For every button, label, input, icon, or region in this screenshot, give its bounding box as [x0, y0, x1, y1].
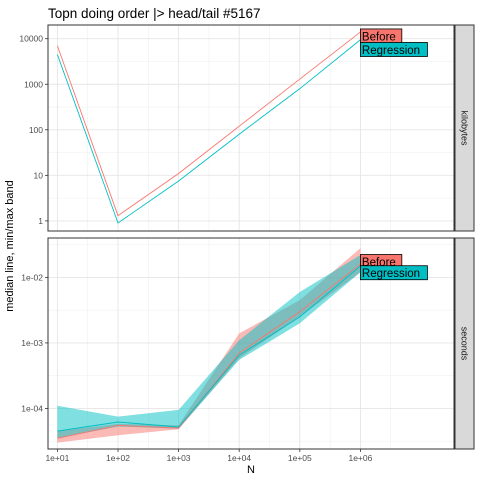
- y-tick-label: 1e-03: [21, 338, 43, 348]
- x-tick-label: 1e+01: [45, 453, 69, 463]
- strip-background: [454, 237, 475, 450]
- y-tick-label: 1e-02: [21, 272, 43, 282]
- y-tick-label: 10: [34, 170, 44, 180]
- x-tick-label: 1e+06: [348, 453, 372, 463]
- x-tick-label: 1e+02: [106, 453, 130, 463]
- y-tick-label: 1: [38, 216, 43, 226]
- y-tick-label: 100: [29, 125, 43, 135]
- median-line-regression: [56, 39, 361, 224]
- annotation-label-regression: Regression: [362, 268, 420, 280]
- y-tick-label: 10000: [19, 34, 43, 44]
- panel-border: [47, 237, 455, 450]
- strip-background: [454, 24, 475, 232]
- annotation-box-regression: [360, 42, 428, 57]
- annotation-box-regression: [360, 265, 428, 281]
- panel-kilobytes: Before Regression 1 10 100 1000 10000 kilobytes: [19, 24, 475, 232]
- median-line-before: [56, 31, 361, 217]
- y-axis-label: median line, min/max band: [4, 180, 16, 311]
- x-axis-label: N: [247, 464, 255, 476]
- panel-background: [48, 25, 454, 231]
- annotation-label-before: Before: [362, 31, 396, 43]
- y-tick-label: 1e-04: [21, 403, 43, 413]
- x-tick-label: 1e+05: [288, 453, 312, 463]
- panel-border: [47, 24, 455, 232]
- strip-label-seconds: seconds: [460, 327, 470, 361]
- strip-label-kilobytes: kilobytes: [460, 110, 470, 146]
- median-line-regression: [57, 265, 361, 432]
- y-tick-label: 1000: [24, 79, 43, 89]
- annotation-label-regression: Regression: [362, 45, 420, 57]
- band-regression: [57, 255, 361, 439]
- x-tick-label: 1e+03: [167, 453, 191, 463]
- x-tick-label: 1e+04: [227, 453, 251, 463]
- chart-title: Topn doing order |> head/tail #5167: [48, 6, 261, 21]
